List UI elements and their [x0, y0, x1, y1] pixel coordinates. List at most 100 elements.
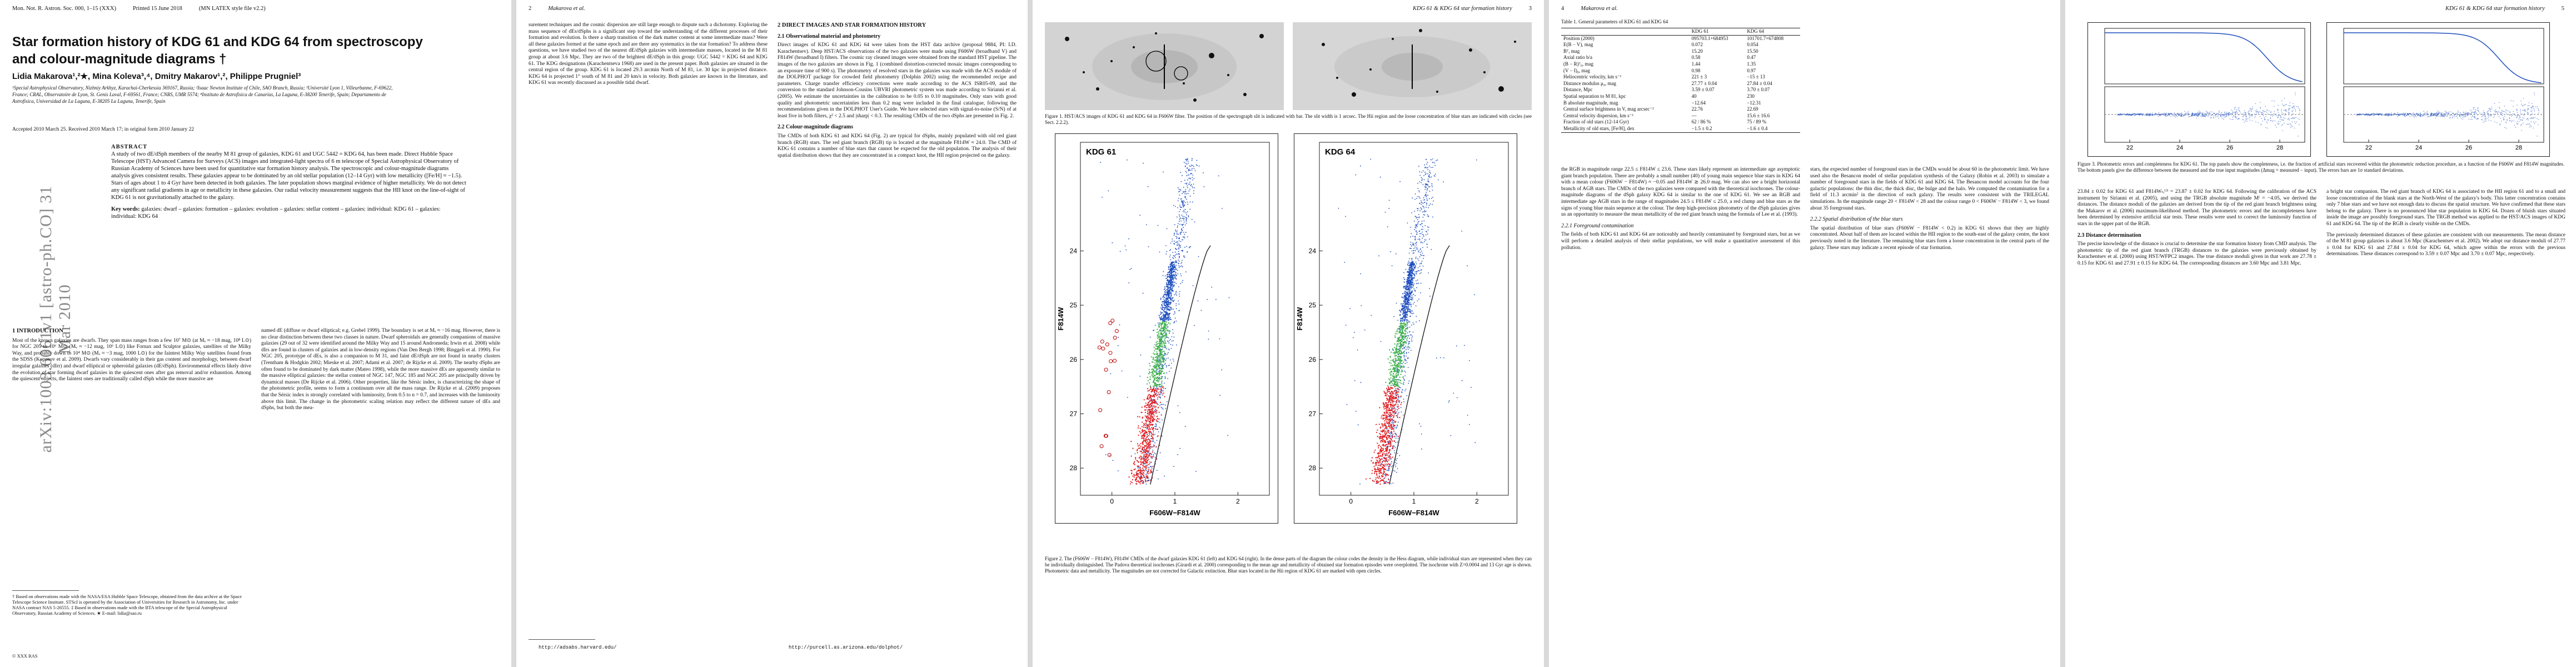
- cmd-star: [1154, 362, 1156, 364]
- cmd-star: [1407, 278, 1409, 280]
- error-point: [2178, 114, 2180, 115]
- cmd-star: [1425, 239, 1427, 241]
- cmd-star: [1429, 296, 1431, 297]
- cmd-star: [1411, 334, 1412, 336]
- cmd-star: [1169, 371, 1170, 372]
- cmd-star: [1388, 468, 1390, 470]
- cmd-star: [1170, 299, 1172, 301]
- page2-col-right: 2 DIRECT IMAGES AND STAR FORMATION HISTO…: [778, 22, 1017, 159]
- cmd-star: [1163, 320, 1164, 321]
- cmd-star: [1135, 481, 1138, 482]
- cmd-star: [1384, 420, 1386, 422]
- cmd-star: [1429, 177, 1431, 178]
- cmd-star: [1412, 281, 1413, 283]
- cmd-star: [1163, 271, 1164, 272]
- cmd-star: [1173, 270, 1175, 272]
- cmd-star: [1387, 391, 1388, 393]
- cmd-star: [1378, 469, 1380, 471]
- cmd-star: [1387, 411, 1389, 413]
- cmd-star: [1384, 453, 1386, 455]
- cmd-star: [1391, 387, 1393, 389]
- cmd-star: [1402, 305, 1403, 307]
- cmd-star: [1150, 429, 1152, 430]
- cmd-star: [1394, 442, 1396, 444]
- cmd-star: [1404, 390, 1406, 392]
- blue-star-marker: [1097, 345, 1102, 350]
- cmd-star: [1180, 220, 1182, 222]
- cmd-star: [1409, 311, 1411, 312]
- cmd-star: [1422, 265, 1424, 267]
- cmd-star: [1173, 466, 1174, 467]
- cmd-star: [1401, 351, 1402, 354]
- cmd-star: [1424, 184, 1426, 186]
- cmd-star: [1164, 475, 1165, 477]
- cmd-star: [1170, 275, 1173, 277]
- cmd-star: [1398, 405, 1399, 407]
- cmd-star: [1148, 399, 1150, 400]
- cmd-star: [1159, 401, 1161, 404]
- cmd-star: [1147, 455, 1149, 456]
- cmd-star: [1144, 411, 1146, 414]
- cmd-star: [1167, 316, 1169, 318]
- cmd-star: [1168, 286, 1169, 288]
- cmd-star: [1406, 341, 1407, 343]
- cmd-star: [1147, 396, 1149, 398]
- cmd-star: [1416, 263, 1417, 265]
- cmd-star: [1141, 477, 1143, 479]
- isochrone: [1389, 245, 1450, 485]
- cmd-star: [1386, 395, 1387, 397]
- cmd-star: [1182, 225, 1183, 226]
- cmd-star: [1159, 397, 1161, 399]
- cmd-star: [1185, 162, 1187, 164]
- cmd-star: [1180, 250, 1182, 251]
- error-point: [2209, 111, 2211, 113]
- error-point: [2252, 106, 2254, 108]
- cmd-star: [1154, 375, 1156, 377]
- error-point: [2282, 124, 2283, 125]
- cmd-star: [1175, 260, 1177, 261]
- cmd-star: [1399, 380, 1402, 381]
- cmd-star: [1147, 453, 1148, 455]
- cmd-star: [1165, 335, 1167, 336]
- cmd-star: [1186, 246, 1187, 247]
- cmd-star: [1149, 422, 1151, 424]
- cmd-star: [1397, 365, 1398, 367]
- cmd-star: [1148, 412, 1150, 414]
- cmd-star: [1148, 416, 1149, 419]
- cmd-star: [1170, 292, 1172, 294]
- cmd-star: [1157, 404, 1159, 405]
- cmd-star: [1390, 453, 1391, 455]
- cmd-star: [1153, 329, 1155, 331]
- cmd-star: [1399, 363, 1401, 365]
- cmd-star: [1397, 389, 1399, 391]
- cmd-star: [1389, 464, 1391, 466]
- cmd-star: [1148, 467, 1150, 469]
- cmd-star: [1165, 283, 1168, 285]
- url-ads[interactable]: http://adsabs.harvard.edu/: [539, 645, 617, 650]
- cmd-star: [1406, 362, 1408, 364]
- cmd-star: [1169, 323, 1171, 325]
- cmd-star: [1175, 291, 1177, 292]
- page2-col2-text: Direct images of KDG 61 and KDG 64 were …: [778, 42, 1017, 119]
- table-row: B absolute magnitude, mag −12.64 −12.31: [1561, 100, 1800, 107]
- cmd-star: [1182, 200, 1184, 201]
- url-dolphot[interactable]: http://purcell.as.arizona.edu/dolphot/: [789, 645, 903, 650]
- cmd-star: [1167, 273, 1169, 275]
- cmd-star: [1403, 332, 1404, 334]
- cmd-star: [1179, 223, 1180, 225]
- y-axis-label: F814W: [1057, 307, 1065, 331]
- error-point: [2194, 113, 2195, 115]
- cmd-star: [1148, 445, 1150, 447]
- cmd-star: [1406, 395, 1408, 396]
- cmd-star: [1159, 452, 1161, 454]
- cmd-star: [1394, 405, 1396, 406]
- cmd-star: [1400, 407, 1402, 408]
- cmd-star: [1170, 242, 1172, 244]
- cmd-star: [1167, 337, 1168, 339]
- cmd-star: [1163, 318, 1164, 320]
- cmd-star: [1168, 281, 1170, 283]
- cmd-star: [1424, 183, 1426, 185]
- cmd-star: [1408, 261, 1409, 262]
- cmd-star: [1411, 306, 1412, 307]
- cmd-star: [1166, 303, 1168, 305]
